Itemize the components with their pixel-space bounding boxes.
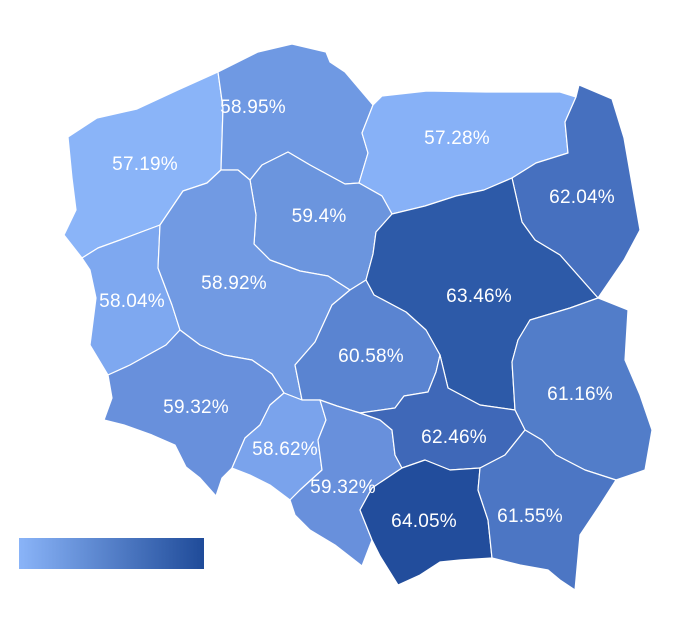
region-label-lodzkie: 60.58% — [338, 346, 404, 367]
region-label-podkarpackie: 61.55% — [497, 506, 563, 527]
region-podkarpackie[interactable] — [477, 429, 617, 591]
region-label-malopolskie: 64.05% — [391, 511, 457, 532]
region-label-slaskie: 59.32% — [310, 477, 376, 498]
region-label-lubelskie: 61.16% — [547, 384, 613, 405]
region-label-dolnoslaskie: 59.32% — [163, 397, 229, 418]
region-label-pomorskie: 58.95% — [220, 97, 286, 118]
region-label-mazowieckie: 63.46% — [446, 286, 512, 307]
region-label-opolskie: 58.62% — [252, 439, 318, 460]
region-label-kujawsko-pomorskie: 59.4% — [291, 206, 347, 227]
region-malopolskie[interactable] — [359, 459, 493, 586]
region-label-podlaskie: 62.04% — [549, 187, 615, 208]
region-label-lubuskie: 58.04% — [99, 291, 165, 312]
region-label-zachodniopomorskie: 57.19% — [112, 154, 178, 175]
color-scale-legend — [19, 538, 204, 569]
region-label-swietokrzyskie: 62.46% — [421, 427, 487, 448]
region-label-warminsko-mazurskie: 57.28% — [424, 128, 490, 149]
region-label-wielkopolskie: 58.92% — [201, 273, 267, 294]
